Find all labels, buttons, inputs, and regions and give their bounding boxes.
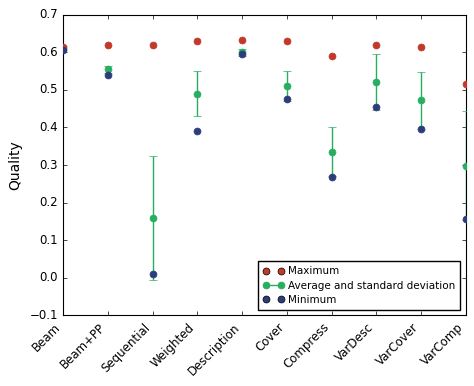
Y-axis label: Quality: Quality [9, 140, 22, 190]
Legend: Maximum, Average and standard deviation, Minimum: Maximum, Average and standard deviation,… [258, 261, 460, 310]
